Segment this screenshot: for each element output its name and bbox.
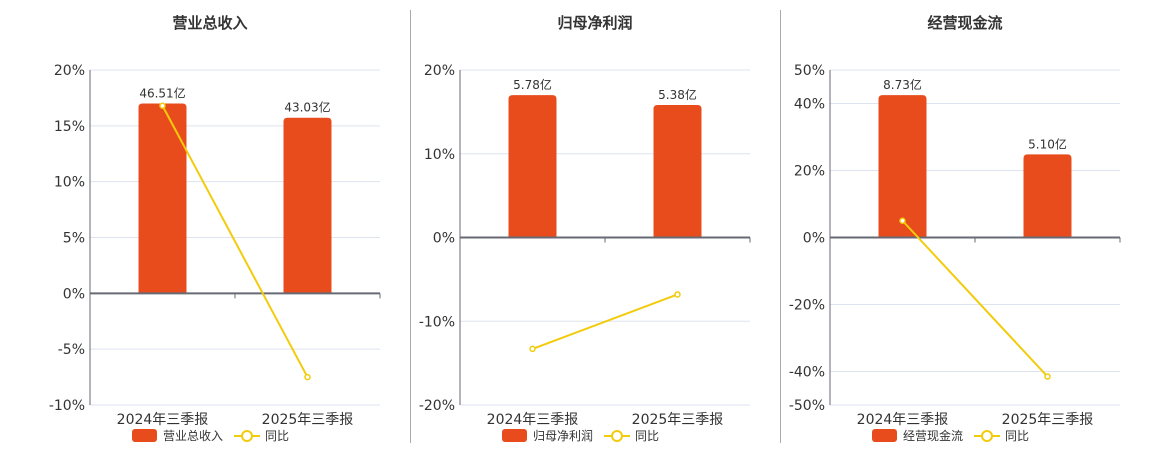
legend-line-label: 同比 xyxy=(635,429,659,443)
legend-bar-label: 营业总收入 xyxy=(163,429,223,443)
y-tick-label: -50% xyxy=(789,398,825,414)
chart-panel-net-profit: 归母净利润 20% 10% 0% -10% -20% 5.78亿 2024年三季报 5.38亿… xyxy=(410,0,780,450)
yoy-line xyxy=(161,105,309,378)
chart-panel-revenue: 营业总收入 20% 15% 10% 5% 0% -5% -10% 46.51亿 2024年三季报… xyxy=(40,0,410,450)
bar-data-label: 8.73亿 xyxy=(883,77,922,92)
bar xyxy=(878,95,927,238)
x-tick-label: 2024年三季报 xyxy=(117,412,209,428)
y-tick-label: -40% xyxy=(789,365,825,381)
chart-title: 营业总收入 xyxy=(172,14,248,32)
yoy-line xyxy=(901,220,1049,378)
chart-svg: 20% 10% 0% -10% -20% 5.78亿 2024年三季报 5.38亿 2025年三… xyxy=(419,63,751,443)
y-tick-label: 15% xyxy=(54,119,85,135)
y-tick-label: 20% xyxy=(794,164,825,180)
chart-title: 经营现金流 xyxy=(927,14,1003,32)
x-tick-label: 2025年三季报 xyxy=(1002,412,1094,428)
x-tick-label: 2024年三季报 xyxy=(857,412,949,428)
divider xyxy=(410,10,411,443)
y-tick-label: 50% xyxy=(794,63,825,79)
bar-data-label: 5.38亿 xyxy=(658,87,697,102)
bar-data-label: 5.78亿 xyxy=(513,77,552,92)
chart-svg: 50% 40% 20% 0% -20% -40% -50% 8.73亿 2024年三季报 5.10… xyxy=(789,63,1121,443)
y-tick-label: 20% xyxy=(424,63,455,79)
legend-line-marker xyxy=(981,430,993,442)
legend-line-label: 同比 xyxy=(265,429,289,443)
divider xyxy=(780,10,781,443)
y-tick-label: -10% xyxy=(419,314,455,330)
legend-bar-swatch xyxy=(872,429,897,442)
y-tick-label: -10% xyxy=(49,398,85,414)
y-tick-label: 10% xyxy=(424,147,455,163)
yoy-line xyxy=(532,293,678,350)
bar-data-label: 46.51亿 xyxy=(139,86,185,101)
y-tick-label: -20% xyxy=(419,398,455,414)
y-tick-label: 0% xyxy=(803,231,825,247)
bar xyxy=(1023,154,1072,238)
bar xyxy=(138,103,187,294)
yoy-point xyxy=(1044,373,1051,380)
bar xyxy=(508,95,557,238)
yoy-point xyxy=(304,373,311,381)
yoy-point xyxy=(159,102,166,109)
bar xyxy=(653,104,702,238)
x-tick-label: 2025年三季报 xyxy=(262,412,354,428)
yoy-point xyxy=(529,345,536,353)
legend-line-marker xyxy=(611,430,623,442)
bar-data-label: 43.03亿 xyxy=(284,100,330,115)
legend-bar-swatch xyxy=(132,429,157,442)
y-tick-label: 0% xyxy=(63,286,85,302)
legend-bar-label: 经营现金流 xyxy=(903,428,963,443)
legend-line-marker xyxy=(241,430,253,442)
chart-panel-cash-flow: 经营现金流 50% 40% 20% 0% -20% -40% -50% 8.73亿 2024年三… xyxy=(780,0,1150,450)
x-tick-label: 2024年三季报 xyxy=(487,412,579,428)
y-tick-label: 0% xyxy=(433,231,455,247)
y-tick-label: 10% xyxy=(54,175,85,191)
y-tick-label: -20% xyxy=(789,298,825,314)
legend-line-label: 同比 xyxy=(1005,429,1029,443)
y-tick-label: -5% xyxy=(58,342,85,358)
bar xyxy=(283,117,332,294)
bar-data-label: 5.10亿 xyxy=(1028,136,1067,151)
chart-svg: 20% 15% 10% 5% 0% -5% -10% 46.51亿 2024年三季报 43.03亿… xyxy=(49,63,381,443)
y-tick-label: 5% xyxy=(63,231,85,247)
legend-bar-swatch xyxy=(502,429,527,442)
chart-title: 归母净利润 xyxy=(557,14,633,32)
y-tick-label: 40% xyxy=(794,97,825,113)
legend-bar-label: 归母净利润 xyxy=(533,429,593,443)
y-tick-label: 20% xyxy=(54,63,85,79)
yoy-point xyxy=(899,217,906,224)
yoy-point xyxy=(674,291,681,298)
x-tick-label: 2025年三季报 xyxy=(632,412,724,428)
